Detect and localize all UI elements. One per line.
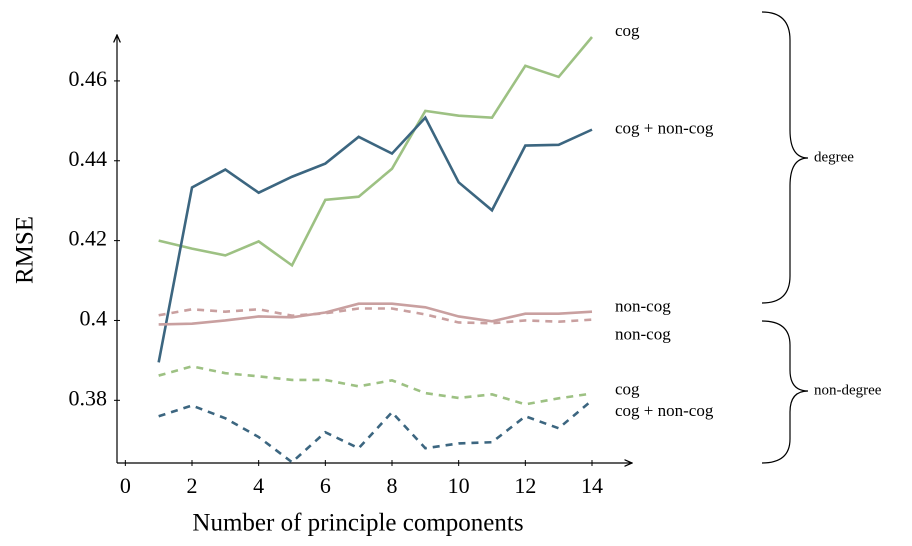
series-label: cog + non-cog (615, 119, 714, 138)
y-tick-label: 0.46 (69, 66, 108, 91)
series-label: non-cog (615, 297, 671, 316)
series-label: cog (615, 21, 640, 40)
x-tick-label: 4 (253, 473, 264, 498)
series-label: cog (615, 379, 640, 398)
series-line (158, 302, 593, 326)
x-tick-label: 12 (514, 473, 536, 498)
y-tick-label: 0.42 (69, 226, 108, 251)
group-label: degree (814, 149, 854, 165)
x-tick-label: 8 (387, 473, 398, 498)
x-tick-label: 6 (320, 473, 331, 498)
series-line (158, 36, 593, 268)
y-tick-label: 0.38 (69, 385, 108, 410)
group-label: non-degree (814, 382, 882, 398)
x-tick-label: 0 (120, 473, 131, 498)
y-tick-label: 0.4 (80, 306, 108, 331)
series-label: cog + non-cog (615, 401, 714, 420)
series-line (158, 307, 593, 325)
series-line (157, 115, 593, 363)
x-tick-label: 2 (187, 473, 198, 498)
y-tick-label: 0.44 (69, 146, 108, 171)
series-line (158, 365, 593, 406)
non-degree-brace (761, 320, 809, 464)
y-axis-title: RMSE (12, 216, 39, 284)
series-label: non-cog (615, 325, 671, 344)
x-tick-label: 10 (448, 473, 470, 498)
x-tick-label: 14 (581, 473, 603, 498)
series-line (158, 399, 593, 464)
x-axis-title: Number of principle components (192, 510, 523, 537)
degree-brace (761, 11, 809, 304)
